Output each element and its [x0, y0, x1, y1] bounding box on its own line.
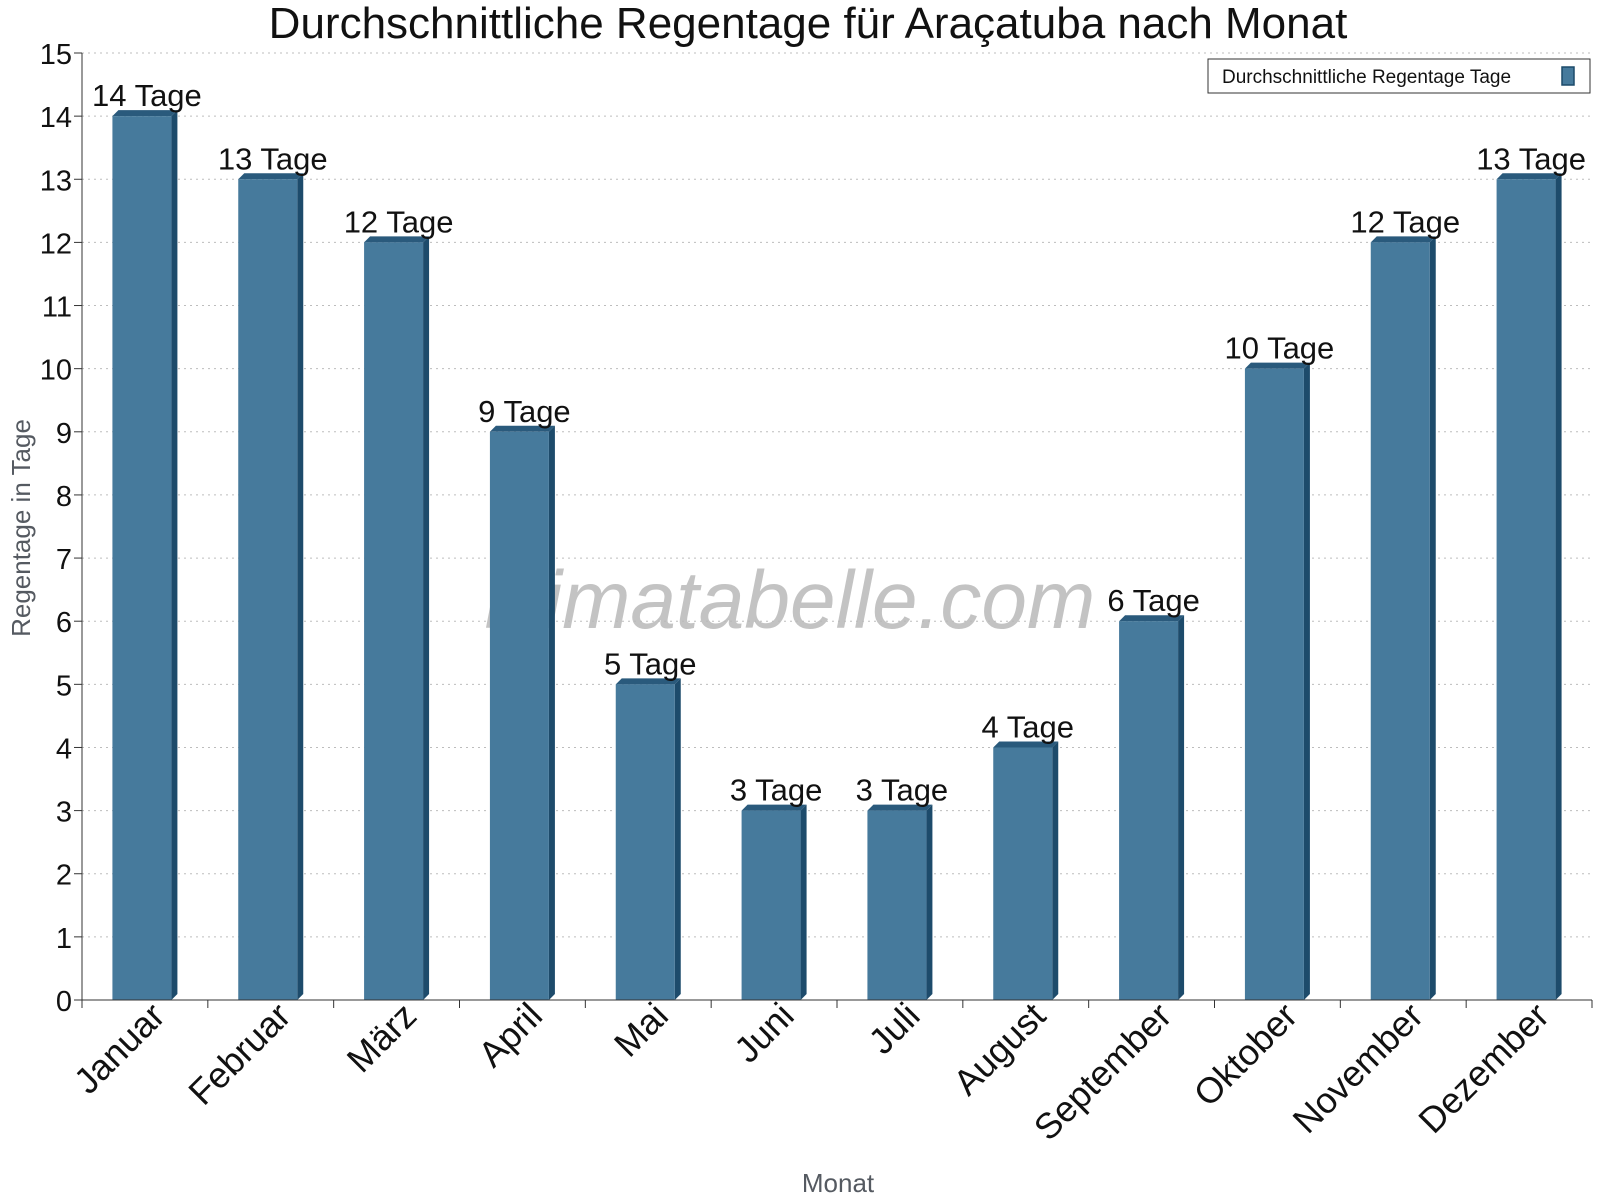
bar [1244, 368, 1304, 1001]
data-label: 13 Tage [1476, 141, 1586, 176]
bar-side [423, 236, 430, 1000]
bar-top [867, 804, 933, 811]
data-label: 14 Tage [92, 78, 202, 113]
y-tick-label: 15 [40, 39, 72, 71]
x-tick-label: Februar [180, 995, 298, 1113]
legend-swatch [1561, 66, 1575, 86]
x-tick-label: August [945, 995, 1053, 1103]
x-tick-label: Mai [606, 995, 676, 1065]
y-tick-label: 12 [40, 228, 72, 260]
y-tick-label: 9 [56, 418, 72, 450]
data-label: 12 Tage [344, 204, 454, 239]
y-tick-label: 2 [56, 860, 72, 892]
chart-title: Durchschnittliche Regentage für Araçatub… [269, 0, 1348, 48]
y-tick-label: 8 [56, 481, 72, 513]
y-tick-label: 0 [56, 986, 72, 1018]
bar [364, 242, 424, 1000]
data-label: 9 Tage [478, 394, 571, 429]
bar-top [1244, 362, 1310, 369]
bar-side [1303, 362, 1310, 1001]
bar-side [1052, 741, 1059, 1000]
bar [1370, 242, 1430, 1000]
y-tick-label: 3 [56, 797, 72, 829]
watermark: klimatabelle.com [485, 555, 1096, 646]
bar [238, 179, 298, 1000]
y-axis-title: Regentage in Tage [6, 419, 36, 637]
data-labels: 14 Tage 13 Tage 12 Tage 9 Tage 5 Tage 3 Tage 3… [92, 78, 1586, 807]
bar-top [741, 804, 807, 811]
data-label: 13 Tage [218, 141, 328, 176]
bar [867, 810, 927, 1000]
bar-side [926, 804, 933, 1000]
bar-side [674, 678, 681, 1000]
y-tick-label: 1 [56, 923, 72, 955]
bar-top [1370, 236, 1436, 243]
bar [615, 684, 675, 1000]
bar [993, 747, 1053, 1000]
bar-top [238, 173, 304, 180]
bar-top [615, 678, 681, 685]
x-axis-title: Monat [802, 1168, 875, 1198]
x-tick-label: Juli [860, 995, 927, 1062]
bar [489, 431, 549, 1000]
bar-top [489, 425, 555, 432]
bar [1119, 621, 1179, 1000]
grid-lines [82, 52, 1592, 938]
y-tick-label: 7 [56, 544, 72, 576]
data-label: 3 Tage [856, 773, 949, 808]
y-tick-label: 11 [42, 292, 72, 324]
bar-top [364, 236, 430, 243]
x-tick-label: September [1026, 995, 1180, 1149]
bar-top [993, 741, 1059, 748]
bar-side [297, 173, 304, 1000]
bar-side [800, 804, 807, 1000]
bar-side [1429, 236, 1436, 1000]
y-tick-label: 13 [40, 165, 72, 197]
y-tick-label: 14 [40, 102, 72, 134]
data-label: 6 Tage [1107, 583, 1200, 618]
bar [741, 810, 801, 1000]
legend-box [1207, 58, 1591, 94]
x-tick-label: März [339, 995, 425, 1081]
data-label: 3 Tage [730, 773, 823, 808]
bar-top [112, 110, 178, 117]
data-label: 5 Tage [604, 646, 697, 681]
y-tick-label: 4 [56, 733, 72, 765]
bar-top [1496, 173, 1562, 180]
bar-side [1555, 173, 1562, 1000]
data-label: 12 Tage [1350, 204, 1460, 239]
x-tick-label: April [470, 995, 550, 1075]
bar-side [548, 425, 555, 1000]
x-tick-label: November [1284, 995, 1430, 1141]
y-tick-label: 5 [56, 670, 72, 702]
data-label: 4 Tage [981, 709, 1074, 744]
bars [112, 110, 1562, 1001]
x-tick-label: Oktober [1186, 995, 1306, 1115]
bar-side [1178, 615, 1185, 1000]
y-tick-label: 10 [40, 355, 72, 387]
bar [1496, 179, 1556, 1000]
y-tick-label: 6 [56, 607, 72, 639]
legend-label: Durchschnittliche Regentage Tage [1222, 67, 1511, 88]
legend: Durchschnittliche Regentage Tage [1207, 58, 1591, 94]
bar-top [1119, 615, 1185, 622]
bar-side [171, 110, 178, 1001]
x-tick-label: Juni [726, 995, 802, 1071]
x-tick-label: Dezember [1410, 995, 1556, 1141]
data-label: 10 Tage [1225, 331, 1335, 366]
bar [112, 116, 172, 1001]
x-tick-label: Januar [66, 995, 173, 1102]
